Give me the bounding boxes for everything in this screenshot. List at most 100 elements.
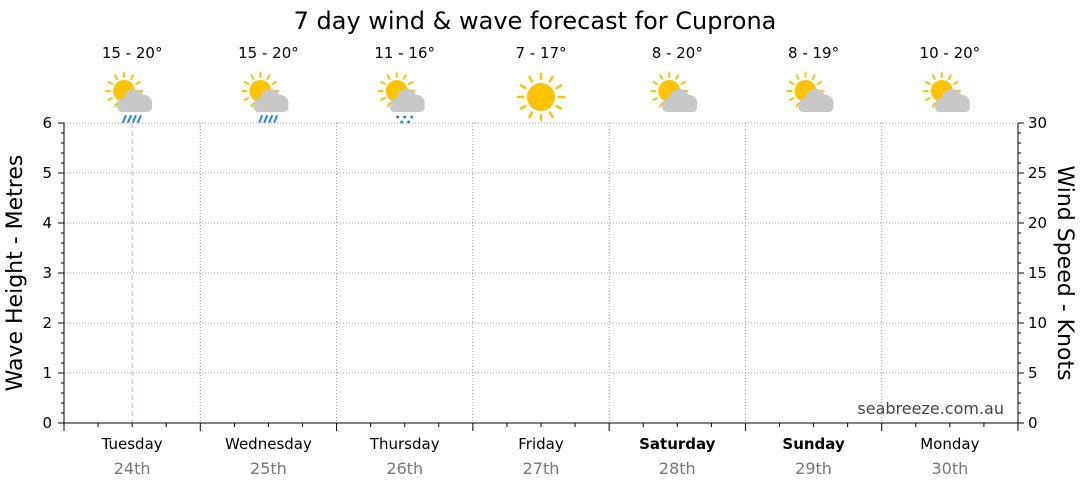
sun-ray [788,81,795,85]
left-tick-label: 5 [42,164,52,182]
right-tick-label: 10 [1028,314,1047,332]
sun-cloud-rain-icon [105,72,153,123]
right-tick-label: 30 [1028,114,1047,132]
day-label: Monday [920,435,979,453]
watermark: seabreeze.com.au [857,399,1004,418]
right-tick-label: 5 [1028,364,1038,382]
left-tick-label: 3 [42,264,52,282]
left-tick-label: 6 [42,114,52,132]
left-tick-label: 0 [42,414,52,432]
left-axis-label: Wave Height - Metres [3,155,28,392]
sun-ray [548,75,554,83]
drizzle-drop [403,115,407,119]
sun-ray [795,74,800,80]
left-tick-label: 4 [42,214,52,232]
date-label: 26th [386,459,423,478]
date-label: 28th [659,459,696,478]
sun-ray [250,102,255,108]
sun-cloud-icon [786,72,834,112]
sun-cloud-icon [650,72,698,112]
date-label: 25th [250,459,287,478]
chart-title: 7 day wind & wave forecast for Cuprona [294,7,777,35]
sun-ray [519,84,527,90]
sun-ray [952,81,959,85]
sun-ray [271,81,278,85]
right-tick-label: 0 [1028,414,1038,432]
sun-ray [811,74,816,80]
sun-ray [788,97,795,101]
sun-ray [675,74,680,80]
temperature-label: 11 - 16° [374,44,435,62]
rain-drop [258,115,263,123]
cloud-base [253,103,289,112]
drizzle-drop [410,115,414,119]
sun-ray [114,74,119,80]
sun-ray [250,74,255,80]
rain-drop [268,115,273,123]
sun-ray [528,111,534,119]
sun-ray [931,102,936,108]
date-label: 29th [795,459,832,478]
sun-ray [947,74,952,80]
sun-ray [680,81,686,85]
sun-ray [107,81,114,85]
day-label: Tuesday [101,435,163,453]
sun-ray [925,97,931,101]
sun-ray [795,102,800,108]
sun-ray [107,97,114,101]
sun-cloud-drizzle-icon [377,72,425,124]
sun-ray [380,81,386,85]
rain-drop [122,115,127,123]
sun-ray [266,74,271,80]
temperature-label: 7 - 17° [515,44,566,62]
sun-ray [816,81,823,85]
day-label: Friday [518,435,564,453]
right-tick-label: 20 [1028,214,1047,232]
date-label: 24th [114,459,151,478]
day-label: Saturday [639,435,716,453]
sun-ray [243,97,250,101]
drizzle-drop [396,115,400,119]
day-label: Wednesday [225,435,312,453]
temperature-label: 15 - 20° [102,44,163,62]
date-label: 27th [523,459,560,478]
sun-ray [386,74,391,80]
left-tick-label: 2 [42,314,52,332]
sun-ray [652,97,659,101]
temperature-label: 10 - 20° [920,44,981,62]
cloud-base [117,103,153,112]
right-tick-label: 25 [1028,164,1047,182]
sun-icon [516,72,566,122]
sun-disc [527,83,555,111]
sun-ray [402,74,407,80]
day-label: Thursday [369,435,440,453]
cloud-base [662,103,698,112]
rain-drop [273,115,278,123]
sun-ray [555,104,563,110]
rain-drop [132,115,137,123]
temperature-label: 15 - 20° [238,44,299,62]
sun-ray [548,111,554,119]
sun-ray [380,97,386,101]
sun-ray [386,102,391,108]
sun-ray [407,81,414,85]
sun-ray [652,81,659,85]
axes: 0 1 2 3 4 5 6 0 5 10 15 20 25 30 Tuesday 24th Wednesday 2… [42,114,1047,478]
sun-cloud-rain-icon [241,72,289,123]
temperature-label: 8 - 19° [788,44,839,62]
sun-ray [519,104,527,110]
right-tick-label: 15 [1028,264,1047,282]
cloud-base [389,103,425,112]
sun-ray [243,81,250,85]
sun-ray [659,102,664,108]
sun-ray [659,74,664,80]
right-axis-label: Wind Speed - Knots [1052,165,1077,380]
cloud-base [798,103,834,112]
rain-drop [137,115,142,123]
day-label: Sunday [782,435,845,453]
rain-drop [263,115,268,123]
date-label: 30th [931,459,968,478]
sun-ray [925,81,931,85]
left-tick-label: 1 [42,364,52,382]
